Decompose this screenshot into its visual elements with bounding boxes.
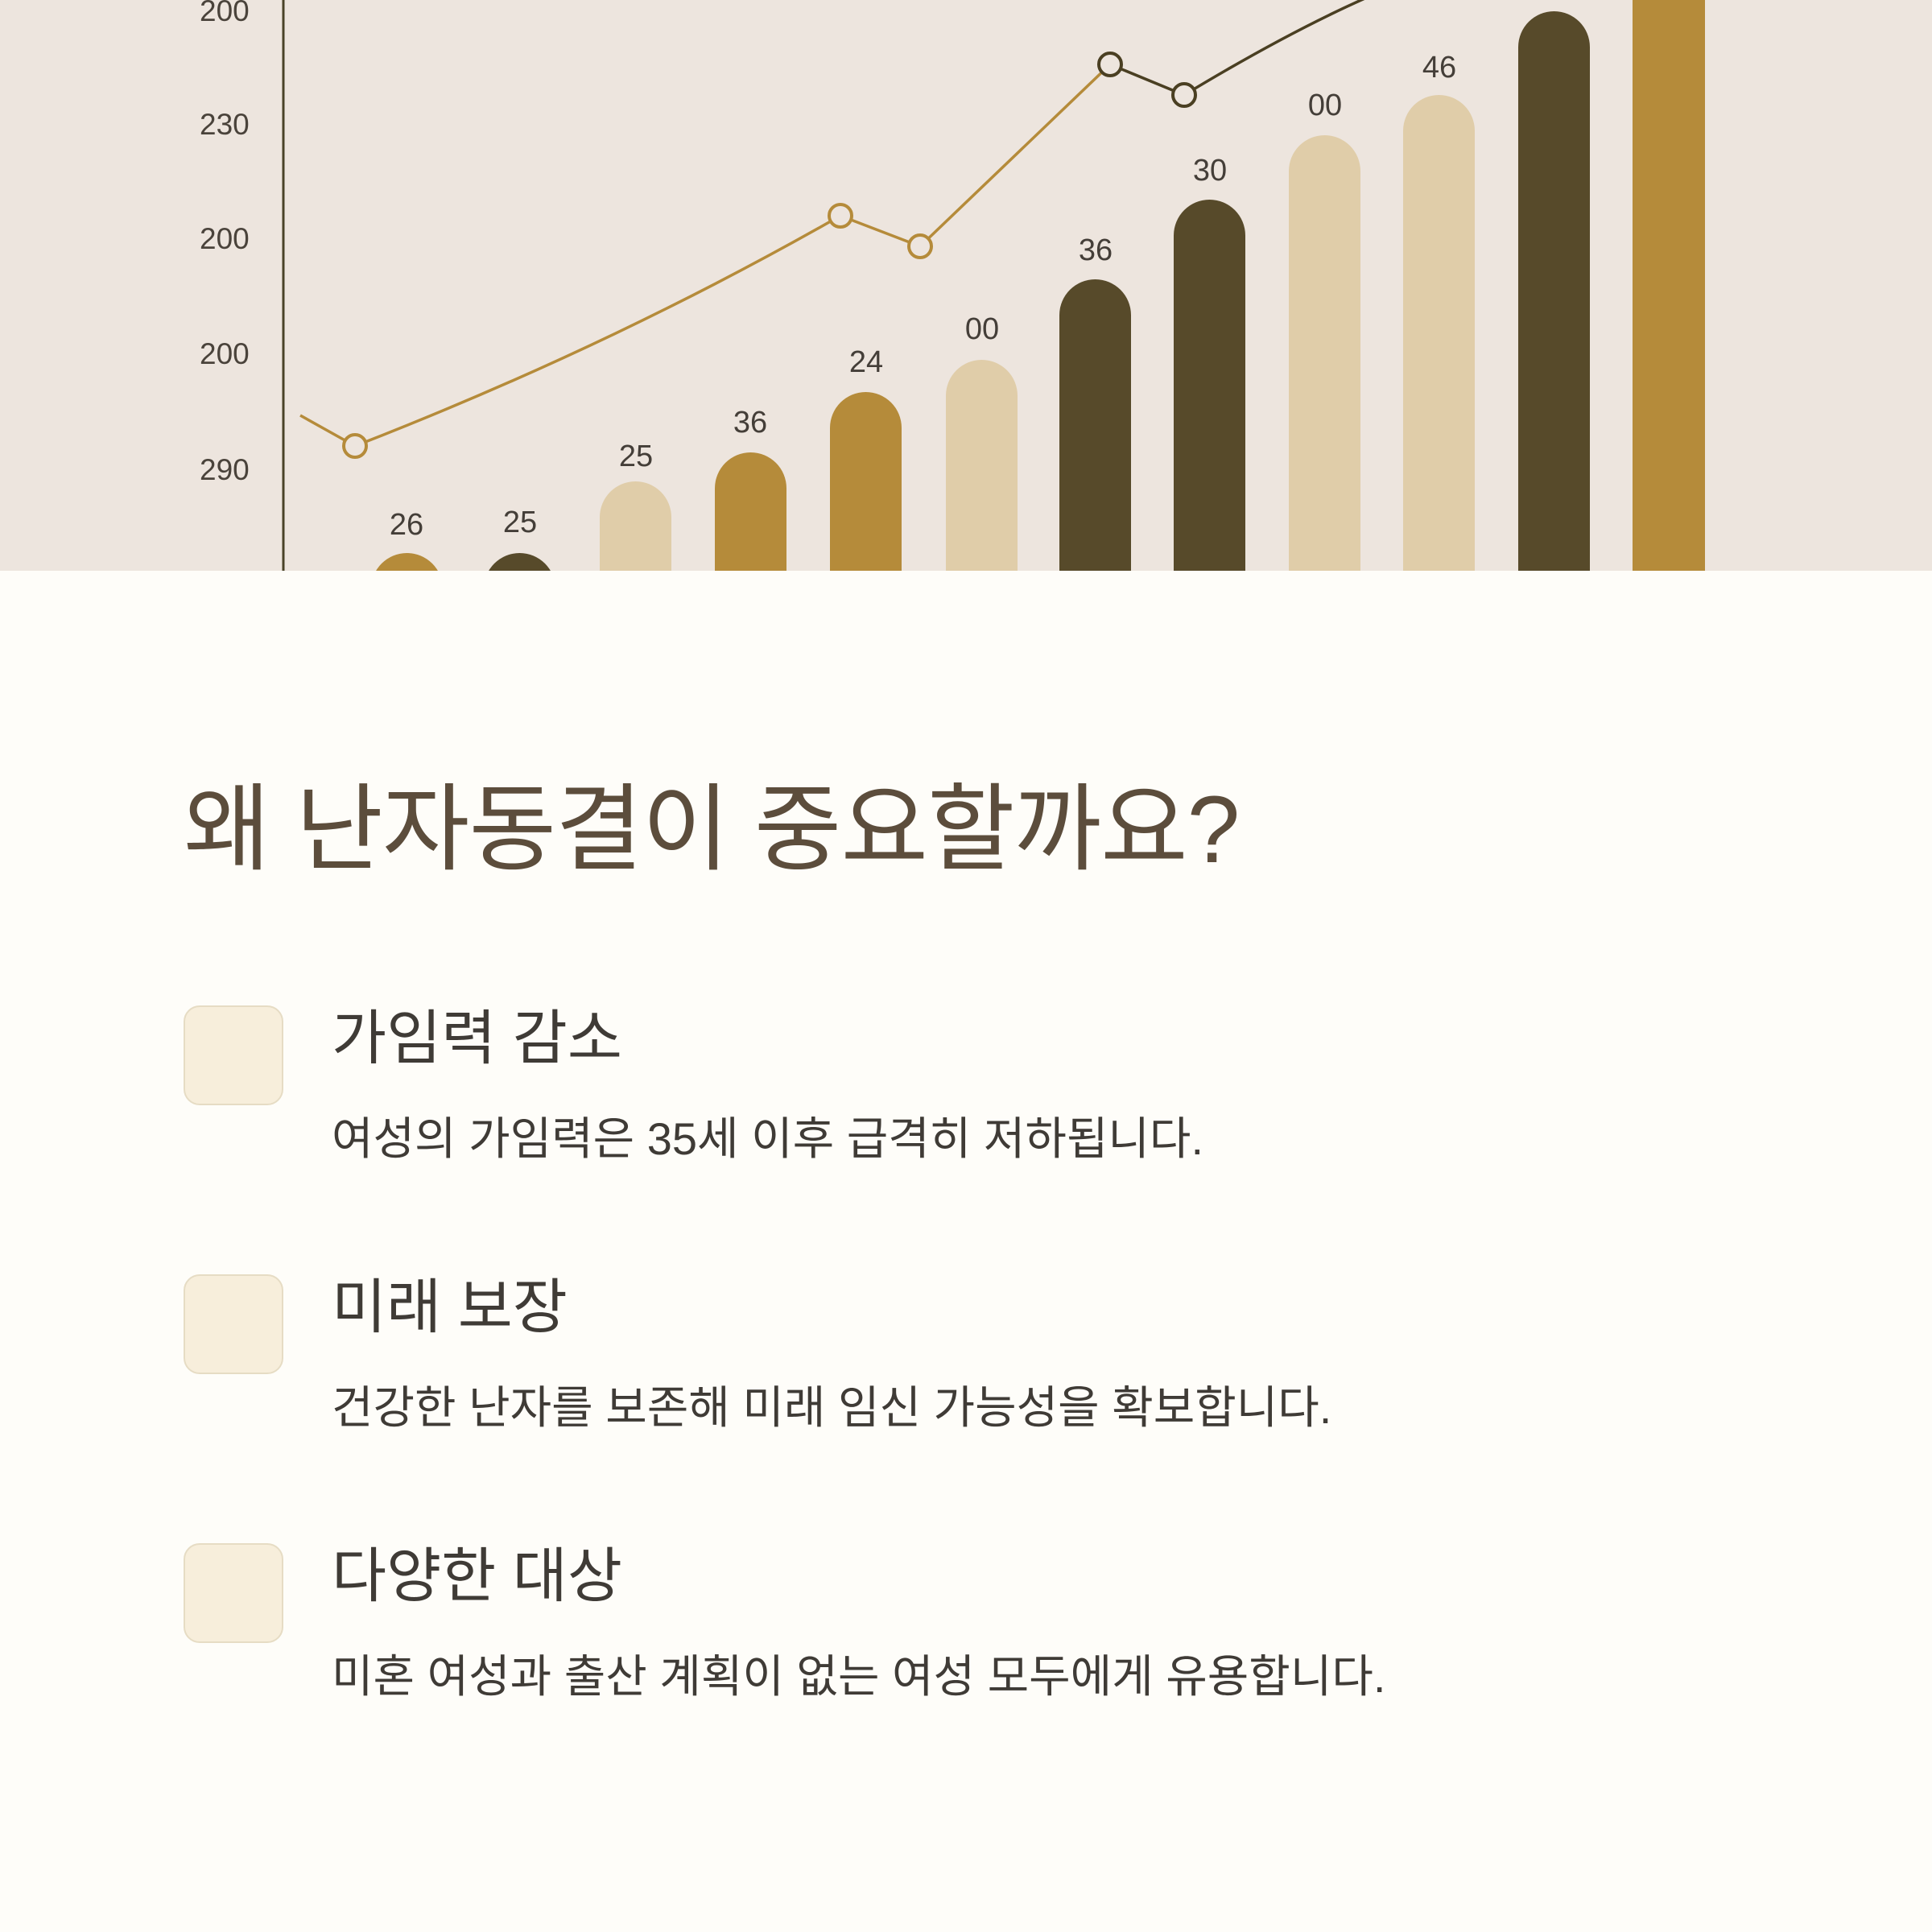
line-marker bbox=[342, 433, 368, 459]
bar-8 bbox=[1174, 200, 1245, 571]
y-tick: 200 bbox=[200, 337, 250, 370]
y-tick: 290 bbox=[200, 453, 250, 486]
line-marker bbox=[907, 233, 933, 259]
bar-6 bbox=[946, 360, 1018, 571]
bar-label: 26 bbox=[390, 508, 423, 542]
feature-title: 미래 보장 bbox=[332, 1274, 568, 1340]
bar-label: 36 bbox=[733, 406, 767, 440]
bar-9 bbox=[1289, 135, 1360, 571]
line-marker bbox=[828, 203, 853, 229]
bar-label: 00 bbox=[1308, 89, 1342, 122]
line-marker bbox=[1171, 82, 1197, 108]
bar-label: 36 bbox=[1079, 233, 1113, 267]
why-section: 왜 난자동결이 중요할까요? 가임력 감소 여성의 가임력은 35세 이후 급격… bbox=[0, 571, 1932, 1932]
combo-chart: 200 230 200 200 290 26 25 25 36 bbox=[200, 0, 1705, 571]
bar-10 bbox=[1403, 95, 1475, 571]
feature-icon-placeholder bbox=[184, 1543, 283, 1643]
feature-title: 가임력 감소 bbox=[332, 1005, 622, 1071]
feature-icon-placeholder bbox=[184, 1005, 283, 1105]
line-marker bbox=[1097, 52, 1123, 77]
bar-12 bbox=[1633, 0, 1705, 571]
bar-4 bbox=[715, 452, 786, 571]
y-tick: 200 bbox=[200, 222, 250, 255]
chart-panel: 200 230 200 200 290 26 25 25 36 bbox=[0, 0, 1932, 571]
y-axis-ticks: 200 230 200 200 290 bbox=[200, 0, 250, 486]
bar-1 bbox=[376, 553, 438, 571]
bar-label: 25 bbox=[503, 506, 537, 539]
y-tick: 230 bbox=[200, 108, 250, 141]
feature-item-fertility-decline: 가임력 감소 여성의 가임력은 35세 이후 급격히 저하됩니다. bbox=[184, 1005, 1794, 1215]
feature-description: 미혼 여성과 출산 계획이 없는 여성 모두에게 유용합니다. bbox=[332, 1651, 1386, 1702]
bar-5 bbox=[830, 392, 902, 571]
feature-description: 여성의 가임력은 35세 이후 급격히 저하됩니다. bbox=[332, 1113, 1204, 1164]
feature-title: 다양한 대상 bbox=[332, 1542, 622, 1609]
feature-item-diverse-targets: 다양한 대상 미혼 여성과 출산 계획이 없는 여성 모두에게 유용합니다. bbox=[184, 1543, 1794, 1752]
bar-label: 00 bbox=[965, 312, 999, 346]
bar-label: 24 bbox=[849, 345, 883, 379]
bar-11 bbox=[1518, 11, 1590, 571]
bar-3 bbox=[600, 481, 671, 571]
bar-2 bbox=[489, 553, 551, 571]
bar-label: 30 bbox=[1193, 154, 1227, 188]
bar-value-labels: 26 25 25 36 24 00 36 30 00 46 bbox=[390, 51, 1456, 542]
bars bbox=[376, 0, 1705, 571]
feature-description: 건강한 난자를 보존해 미래 임신 가능성을 확보합니다. bbox=[332, 1382, 1332, 1433]
trend-line bbox=[299, 0, 1365, 459]
bar-7 bbox=[1059, 279, 1131, 571]
y-tick: 200 bbox=[200, 0, 250, 27]
bar-label: 46 bbox=[1422, 51, 1456, 85]
feature-item-future-assurance: 미래 보장 건강한 난자를 보존해 미래 임신 가능성을 확보합니다. bbox=[184, 1274, 1794, 1484]
feature-icon-placeholder bbox=[184, 1274, 283, 1374]
section-title: 왜 난자동결이 중요할까요? bbox=[184, 777, 1240, 883]
bar-label: 25 bbox=[619, 440, 653, 473]
